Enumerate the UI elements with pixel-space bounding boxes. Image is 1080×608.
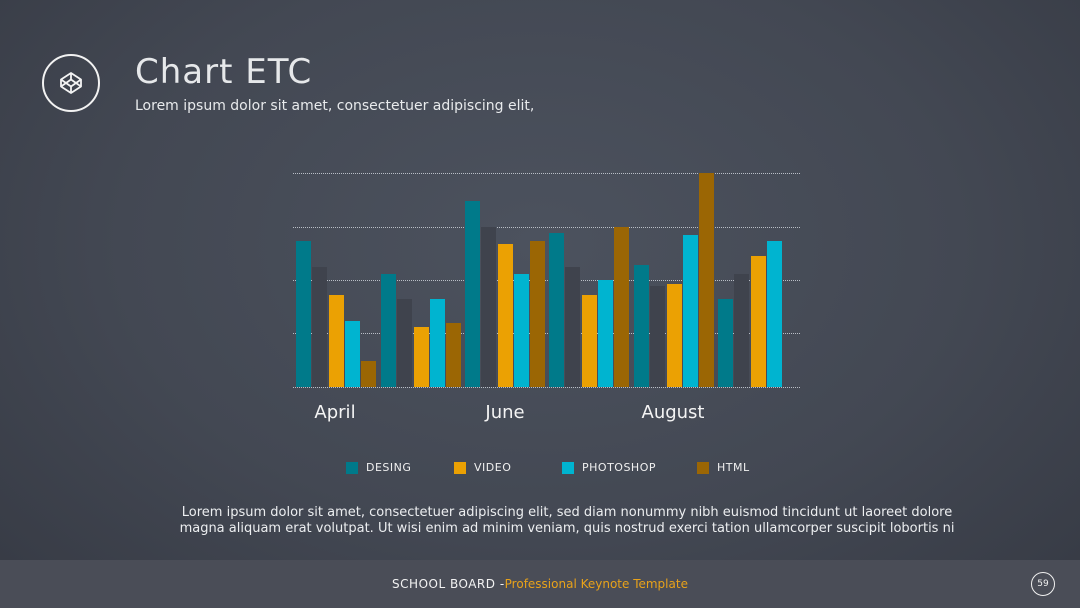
gridline [293, 227, 800, 228]
bar [549, 232, 564, 387]
body-paragraph: Lorem ipsum dolor sit amet, consectetuer… [100, 505, 1034, 537]
bar [650, 286, 666, 387]
bar [766, 241, 782, 387]
x-axis-label-june: June [485, 402, 525, 423]
bar [530, 241, 546, 387]
bar [296, 241, 311, 387]
bar [666, 284, 682, 387]
bar [718, 299, 733, 387]
bar [597, 280, 613, 387]
legend-swatch [346, 461, 358, 474]
legend-item-html: HTML [697, 461, 750, 474]
bar [750, 256, 766, 387]
legend-swatch [454, 461, 466, 474]
bar [581, 294, 597, 387]
body-line-2: magna aliquam erat volutpat. Ut wisi eni… [179, 521, 955, 536]
bar [565, 267, 581, 387]
page-subtitle: Lorem ipsum dolor sit amet, consectetuer… [135, 98, 535, 114]
legend-swatch [562, 461, 574, 474]
bar [361, 361, 377, 387]
legend-label: HTML [717, 461, 750, 474]
legend-item-photoshop: PHOTOSHOP [562, 461, 656, 474]
page-number-badge: 59 [1031, 572, 1055, 596]
bar [465, 200, 480, 387]
legend-label: VIDEO [474, 461, 512, 474]
footer-text: SCHOOL BOARD -Professional Keynote Templ… [0, 577, 1080, 591]
bar [497, 243, 513, 387]
gridline [293, 333, 800, 334]
bar [344, 320, 360, 387]
bar [446, 322, 462, 387]
legend-swatch [697, 461, 709, 474]
bar [413, 327, 429, 387]
legend-item-video: VIDEO [454, 461, 511, 474]
bar [682, 235, 698, 387]
baseline [293, 387, 800, 388]
bar [734, 273, 750, 387]
logo-badge [42, 54, 100, 112]
gridline [293, 173, 800, 174]
bar [312, 267, 328, 387]
footer-tagline: Professional Keynote Template [504, 577, 688, 591]
bar [513, 273, 529, 387]
bar [614, 226, 630, 387]
body-line-1: Lorem ipsum dolor sit amet, consectetuer… [181, 505, 953, 520]
bar [634, 265, 649, 387]
gridline [293, 280, 800, 281]
bar [397, 299, 413, 387]
codepen-cube-icon [60, 72, 82, 94]
legend-label: DESING [366, 461, 412, 474]
legend-item-desing: DESING [346, 461, 411, 474]
page-title: Chart ETC [135, 52, 313, 92]
x-axis-label-april: April [314, 402, 356, 423]
bar [381, 273, 396, 387]
bar [429, 299, 445, 387]
bar [699, 173, 715, 387]
bar [328, 294, 344, 387]
footer-brand: SCHOOL BOARD - [392, 577, 505, 591]
footer-bar [0, 560, 1080, 608]
bar [481, 226, 497, 387]
x-axis-label-august: August [641, 402, 705, 423]
legend-label: PHOTOSHOP [582, 461, 656, 474]
